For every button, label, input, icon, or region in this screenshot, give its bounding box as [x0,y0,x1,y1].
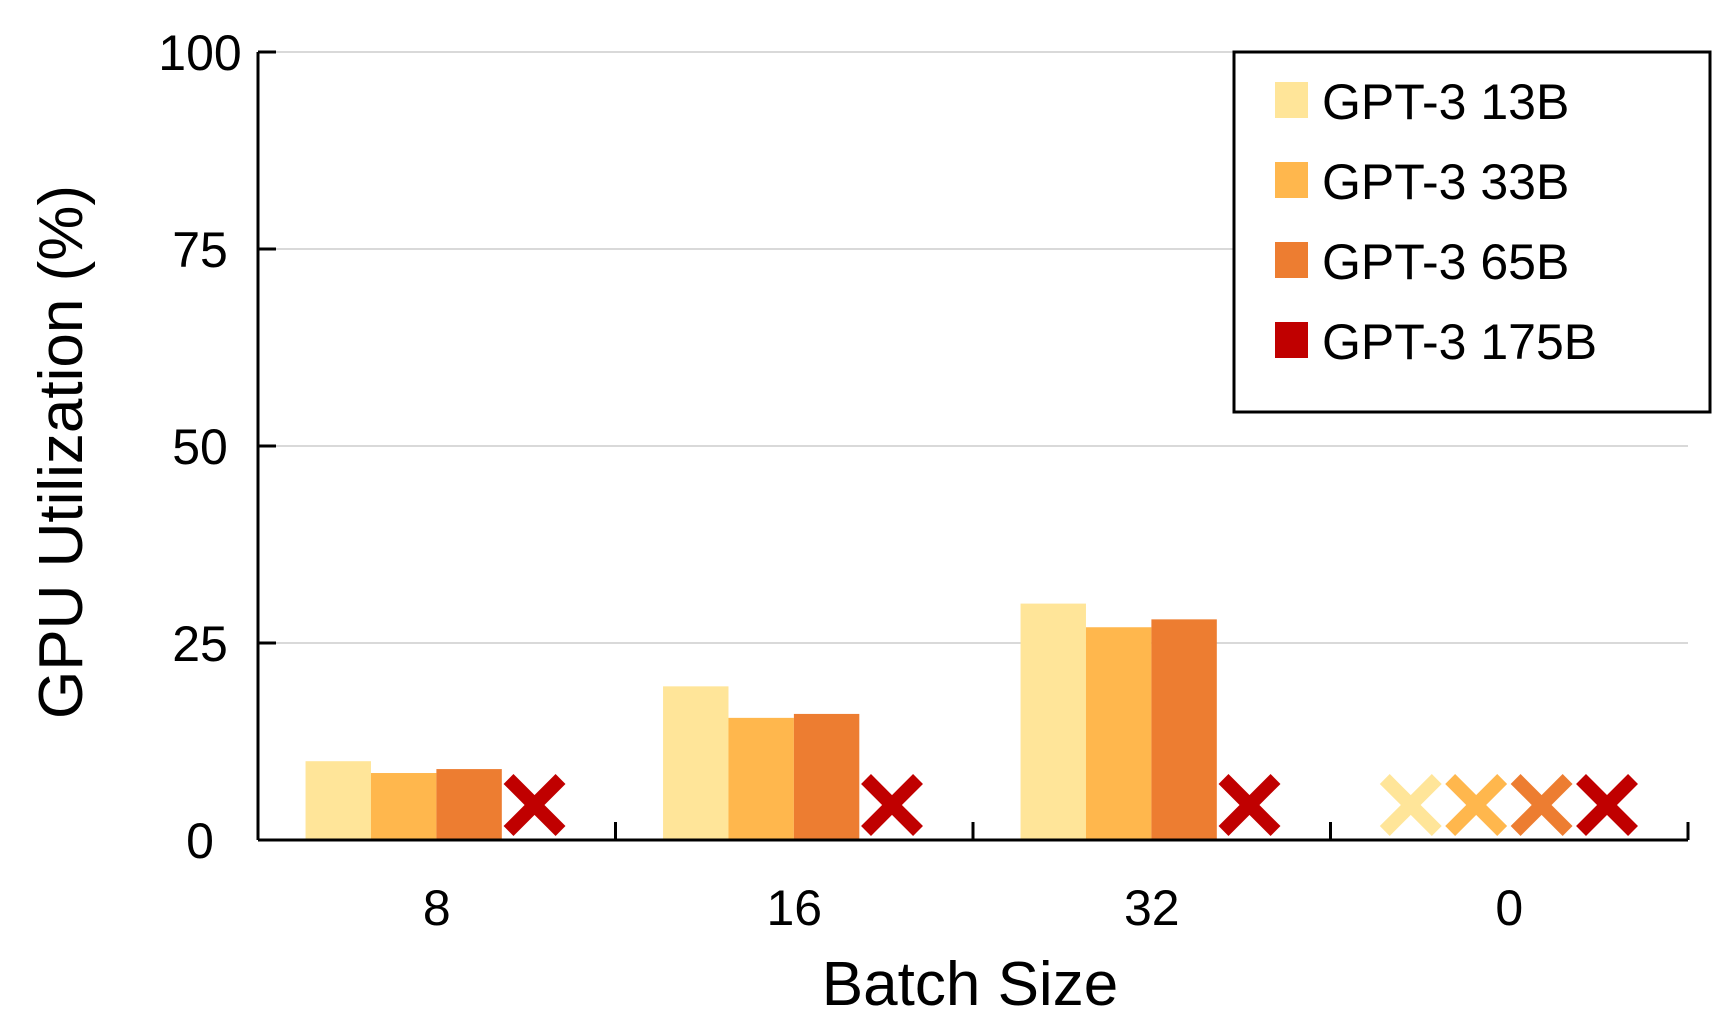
legend: GPT-3 13B GPT-3 33B GPT-3 65B GPT-3 175B [1232,50,1712,414]
y-tick-label: 100 [158,25,241,81]
bar [1151,619,1217,840]
missing-value-cross [1445,774,1508,836]
missing-value-cross [861,774,923,836]
y-tick-label: 25 [172,616,228,672]
x-axis-title: Batch Size [822,950,1118,1019]
bar [305,761,371,840]
y-tick-label: 75 [172,222,228,278]
legend-swatch [1275,242,1308,278]
missing-value-cross [503,774,566,836]
missing-value-cross [1576,774,1638,836]
bar [1020,603,1086,840]
missing-value-cross [1379,774,1442,836]
y-tick-label: 0 [186,813,214,869]
cross-stroke [1510,774,1573,836]
legend-label: GPT-3 13B [1322,74,1569,130]
legend-box [1232,50,1712,414]
bar [370,773,437,840]
legend-label: GPT-3 65B [1322,234,1569,290]
x-tick-label: 0 [1495,880,1523,936]
legend-swatch [1275,162,1308,198]
legend-label: GPT-3 33B [1322,154,1569,210]
legend-label: GPT-3 175B [1322,314,1597,370]
bars [305,603,1638,840]
cross-stroke [1379,774,1442,836]
legend-swatch [1275,82,1308,118]
bar [436,769,502,840]
x-tick-label: 32 [1124,880,1180,936]
x-tick-label: 16 [766,880,822,936]
bar [793,713,860,840]
cross-stroke [503,774,566,836]
axes [256,50,1690,842]
x-tick-label: 8 [423,880,451,936]
legend-swatch [1275,322,1308,358]
bar [1085,627,1152,840]
tick-labels: 0 25 50 75 100 8 16 32 0 [158,25,1523,936]
cross-stroke [1576,774,1638,836]
missing-value-cross [1218,774,1281,836]
cross-stroke [1445,774,1508,836]
bar [728,717,794,840]
cross-stroke [1218,774,1281,836]
cross-stroke [861,774,923,836]
y-tick-label: 50 [172,419,228,475]
missing-value-cross [1510,774,1573,836]
y-axis-title: GPU Utilization (%) [27,185,96,719]
bar [663,686,729,840]
